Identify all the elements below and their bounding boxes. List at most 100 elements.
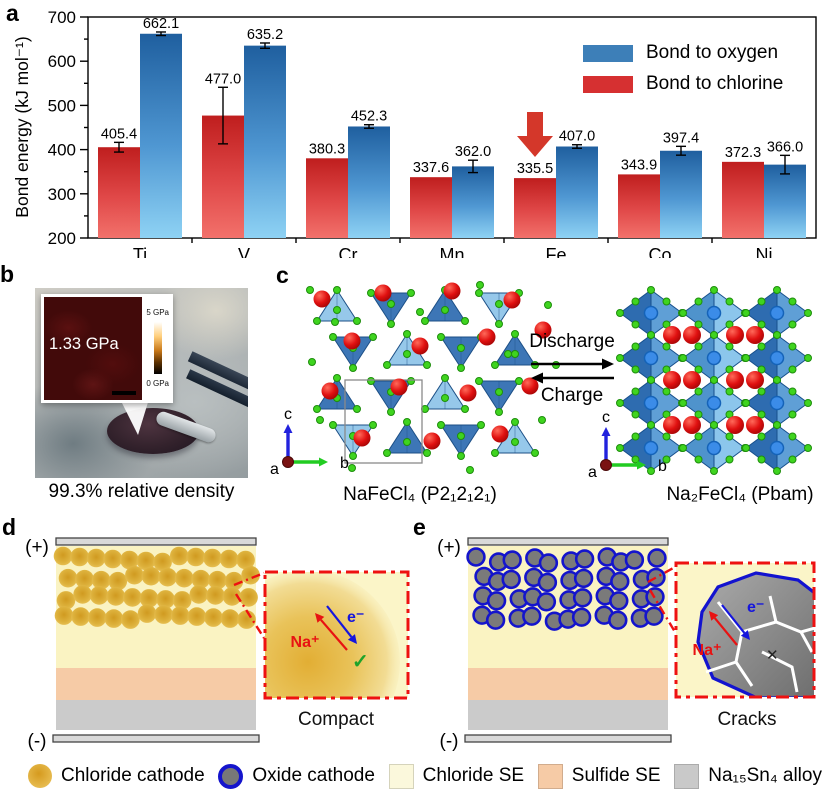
- axis-origin: [282, 456, 294, 468]
- oxide-cathode-particle: [609, 591, 629, 611]
- figure-legend: Chloride cathode Oxide cathode Chloride …: [28, 761, 822, 791]
- legend-entry-oxygen: Bond to oxygen: [583, 42, 783, 64]
- e-negative-terminal: (-): [440, 731, 459, 752]
- oxygen-swatch: [583, 44, 633, 62]
- e-positive-terminal: (+): [437, 537, 461, 558]
- na-atom: [423, 432, 441, 450]
- fe-atom: [769, 395, 785, 411]
- chloride-cathode-particle: [154, 605, 173, 624]
- cl-atom: [694, 320, 703, 329]
- chloride-cathode-particle: [71, 607, 90, 626]
- chloride-cathode-particle: [121, 610, 140, 629]
- x-tick-Mn: Mn: [439, 245, 464, 258]
- crystal-structures: Discharge Charge NaFeCl₄ (P2₁2₁2₁) Na₂Fe…: [270, 281, 814, 505]
- cl-atom: [475, 377, 483, 385]
- na-atom: [443, 282, 461, 300]
- cl-atom: [742, 399, 750, 407]
- cl-atom: [788, 432, 797, 441]
- cl-atom: [457, 432, 465, 440]
- cl-atom: [757, 320, 766, 329]
- compact-caption: Compact: [298, 709, 375, 730]
- colorbar: [154, 322, 162, 374]
- cl-atom: [308, 358, 316, 366]
- x-tick-Co: Co: [648, 245, 671, 258]
- na-atom: [411, 337, 429, 355]
- cl-atom: [407, 289, 415, 297]
- chloride-cathode-swatch: [28, 764, 52, 788]
- e-sulfide-se-layer: [468, 668, 668, 700]
- chloride-cathode-particle: [141, 566, 161, 586]
- cl-atom: [329, 333, 337, 341]
- na-atom: [374, 284, 392, 302]
- cl-atom: [403, 418, 411, 426]
- value-label: 372.3: [725, 145, 761, 161]
- cl-atom: [757, 410, 766, 419]
- na-atom: [726, 371, 744, 389]
- cl-atom: [725, 432, 734, 441]
- d-sodium-ion-label: Na⁺: [291, 634, 320, 651]
- chloride-cathode-particle: [187, 607, 207, 626]
- cl-atom: [383, 449, 391, 457]
- cl-atom: [387, 320, 395, 328]
- cl-atom: [788, 297, 797, 306]
- y-tick-label: 700: [48, 8, 76, 27]
- legend-label: Bond to oxygen: [646, 42, 779, 63]
- cl-atom: [387, 408, 395, 416]
- cl-atom: [353, 317, 361, 325]
- value-label: 452.3: [351, 109, 387, 125]
- value-label: 635.2: [247, 27, 283, 43]
- cl-atom: [333, 306, 341, 314]
- chloride-cathode-particle: [189, 585, 209, 604]
- chloride-cathode-particle: [125, 565, 144, 585]
- chloride-se-swatch: [388, 763, 414, 789]
- cl-atom: [710, 421, 718, 429]
- cl-atom: [647, 331, 655, 339]
- x-tick-Fe: Fe: [545, 245, 566, 258]
- cl-atom: [369, 421, 377, 429]
- d-alloy-layer: [56, 700, 256, 730]
- cl-atom: [369, 333, 377, 341]
- cl-atom: [788, 387, 797, 396]
- cl-atom: [725, 387, 734, 396]
- cl-atom: [631, 432, 640, 441]
- cl-atom: [679, 444, 687, 452]
- bar-Mn-oxygen: [452, 166, 494, 238]
- fe-atom: [643, 350, 659, 366]
- oxide-cathode-particle: [647, 548, 667, 568]
- cl-atom: [538, 416, 546, 424]
- cl-atom: [773, 286, 781, 294]
- chlorine-swatch: [583, 75, 633, 93]
- d-sulfide-se-layer: [56, 668, 256, 700]
- cl-atom: [387, 300, 395, 308]
- chloride-cathode-particle: [204, 608, 223, 627]
- cl-atom: [457, 344, 465, 352]
- panel-a-label: a: [6, 0, 19, 26]
- bar-Ti-oxygen: [140, 33, 182, 238]
- oxide-cathode-particle: [536, 592, 557, 612]
- oxide-cathode-particle: [537, 572, 558, 593]
- cell-schematics: (+) (-) Na⁺ e⁻ ✓ Compact (+) (-) Na⁺ e⁻ …: [25, 537, 816, 752]
- chart-legend: Bond to oxygen Bond to chlorine: [583, 42, 783, 104]
- cl-atom: [531, 449, 539, 457]
- axis-origin: [600, 459, 612, 471]
- colorbar-max-label: 5 GPa: [146, 308, 169, 317]
- value-label: 380.3: [309, 141, 345, 157]
- x-tick-V: V: [238, 245, 250, 258]
- cl-atom: [773, 376, 781, 384]
- na-atom: [534, 321, 552, 339]
- oxide-cathode-particle: [485, 610, 506, 630]
- na15sn4-swatch: [674, 763, 700, 789]
- cl-atom: [631, 320, 640, 329]
- cl-atom: [313, 317, 321, 325]
- legend-item-chloride-se: Chloride SE: [388, 763, 524, 789]
- chloride-cathode-particle: [53, 546, 73, 566]
- cl-atom: [353, 405, 361, 413]
- cl-atom: [662, 387, 671, 396]
- chloride-cathode-particle: [86, 548, 106, 568]
- chloride-cathode-particle: [220, 609, 240, 628]
- cl-atom: [316, 416, 324, 424]
- compact-particle: [265, 572, 400, 698]
- cl-atom: [679, 354, 687, 362]
- cl-atom: [757, 365, 766, 374]
- legend-item-oxide-cathode: Oxide cathode: [218, 763, 375, 789]
